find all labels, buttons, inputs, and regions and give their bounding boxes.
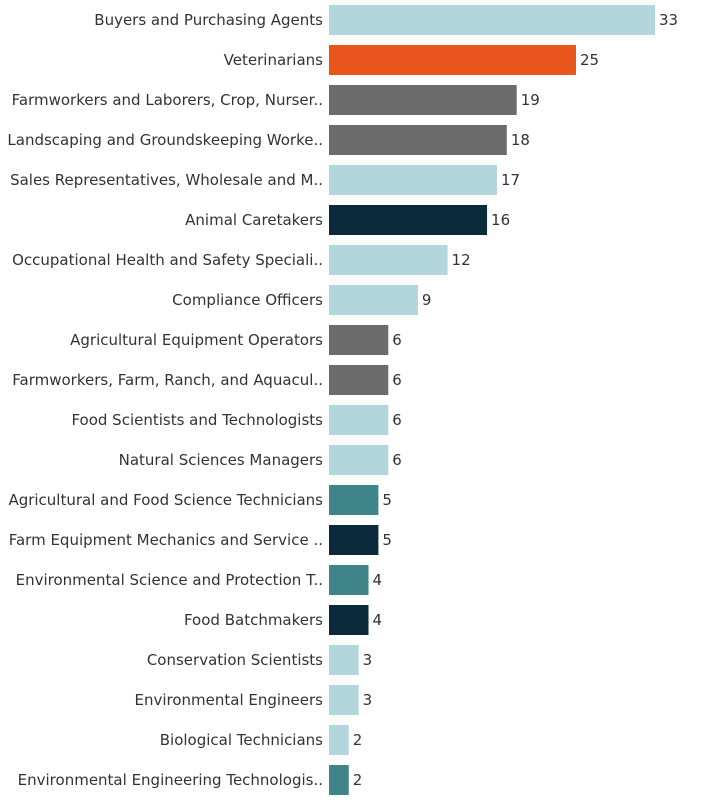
category-label: Sales Representatives, Wholesale and M.. — [10, 171, 323, 189]
bar — [329, 565, 369, 595]
value-label: 6 — [392, 411, 402, 429]
category-label: Farmworkers, Farm, Ranch, and Aquacul.. — [12, 371, 323, 389]
category-label: Food Scientists and Technologists — [71, 411, 323, 429]
category-label: Biological Technicians — [160, 731, 323, 749]
category-label: Agricultural Equipment Operators — [70, 331, 323, 349]
value-label: 5 — [382, 531, 392, 549]
bar — [329, 445, 389, 475]
category-label: Environmental Engineers — [134, 691, 323, 709]
value-label: 3 — [363, 691, 373, 709]
category-label: Animal Caretakers — [185, 211, 323, 229]
bars-group — [329, 5, 655, 795]
bar — [329, 525, 379, 555]
value-label: 19 — [521, 91, 540, 109]
bar — [329, 45, 576, 75]
bar — [329, 325, 389, 355]
value-label: 18 — [511, 131, 530, 149]
category-label: Veterinarians — [224, 51, 324, 69]
category-label: Environmental Science and Protection T.. — [16, 571, 323, 589]
value-label: 16 — [491, 211, 510, 229]
bar — [329, 605, 369, 635]
value-label: 6 — [392, 371, 402, 389]
value-label: 2 — [353, 731, 363, 749]
category-label: Farmworkers and Laborers, Crop, Nurser.. — [12, 91, 323, 109]
bar — [329, 365, 389, 395]
bar — [329, 245, 448, 275]
bar — [329, 5, 655, 35]
value-label: 5 — [382, 491, 392, 509]
bar — [329, 85, 517, 115]
bar — [329, 285, 418, 315]
category-label: Natural Sciences Managers — [119, 451, 324, 469]
value-label: 9 — [422, 291, 432, 309]
bar — [329, 165, 497, 195]
bar — [329, 405, 389, 435]
value-label: 12 — [452, 251, 471, 269]
bar — [329, 765, 349, 795]
value-label: 4 — [373, 611, 383, 629]
bar — [329, 125, 507, 155]
bar — [329, 685, 359, 715]
bar — [329, 485, 379, 515]
category-label: Conservation Scientists — [147, 651, 323, 669]
category-label: Compliance Officers — [172, 291, 323, 309]
value-label: 6 — [392, 451, 402, 469]
category-label: Buyers and Purchasing Agents — [94, 11, 323, 29]
value-label: 2 — [353, 771, 363, 789]
category-label: Environmental Engineering Technologis.. — [18, 771, 323, 789]
bar — [329, 645, 359, 675]
category-label: Food Batchmakers — [184, 611, 323, 629]
value-label: 4 — [373, 571, 383, 589]
category-label: Agricultural and Food Science Technician… — [8, 491, 323, 509]
category-label: Farm Equipment Mechanics and Service .. — [9, 531, 323, 549]
value-label: 17 — [501, 171, 520, 189]
category-labels-group: Buyers and Purchasing Agents Veterinarian… — [7, 11, 323, 789]
value-label: 6 — [392, 331, 402, 349]
bar — [329, 205, 488, 235]
category-label: Landscaping and Groundskeeping Worke.. — [7, 131, 323, 149]
category-label: Occupational Health and Safety Speciali.… — [12, 251, 323, 269]
bar — [329, 725, 349, 755]
value-label: 33 — [659, 11, 678, 29]
value-label: 25 — [580, 51, 599, 69]
value-label: 3 — [363, 651, 373, 669]
